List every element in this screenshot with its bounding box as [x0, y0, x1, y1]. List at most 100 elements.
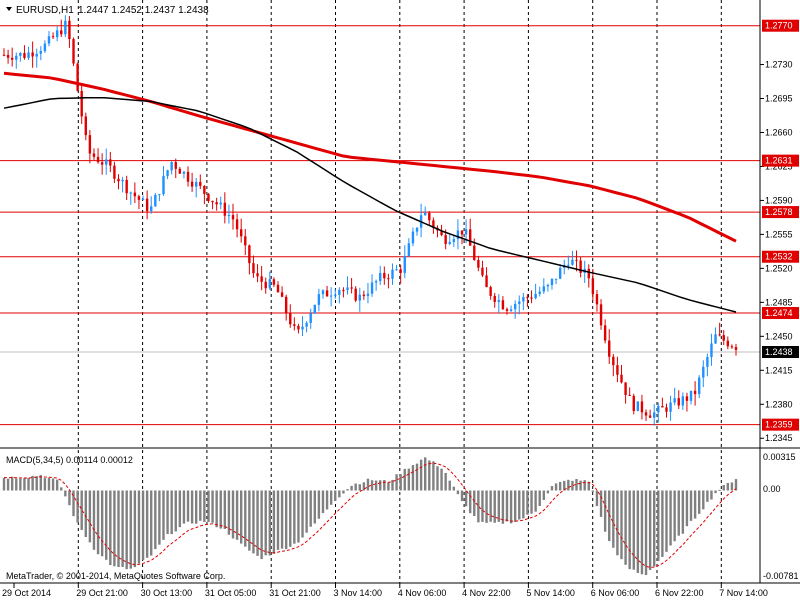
macd-bar — [653, 490, 656, 567]
candle-body — [354, 288, 357, 301]
candle-body — [60, 30, 63, 35]
macd-bar — [84, 490, 87, 538]
candle-body — [190, 181, 194, 187]
macd-bar — [554, 483, 558, 491]
ma-slow-line — [3, 71, 737, 243]
macd-bar — [207, 490, 210, 522]
price-tick-label: 1.2380 — [765, 399, 793, 409]
candle-body — [113, 165, 116, 179]
macd-bar — [317, 490, 321, 519]
candle-body — [76, 63, 79, 91]
macd-bar — [718, 489, 721, 491]
macd-bar — [644, 490, 648, 576]
macd-bar — [620, 490, 623, 560]
macd-bar — [493, 490, 496, 523]
macd-bar — [370, 480, 374, 491]
macd-bar — [673, 490, 676, 542]
macd-bar — [722, 485, 725, 491]
macd-bar — [665, 490, 668, 552]
macd-bar — [215, 490, 218, 528]
macd-bar — [379, 480, 382, 491]
candle-body — [10, 57, 14, 60]
time-label: 30 Oct 13:00 — [141, 588, 193, 598]
candle-body — [178, 168, 182, 174]
price-tick-label: 1.2485 — [765, 297, 793, 307]
macd-bar — [518, 490, 521, 520]
macd-bar — [391, 479, 394, 491]
candle-body — [129, 192, 132, 194]
level-label: 1.2359 — [765, 420, 793, 430]
macd-bar — [657, 490, 660, 562]
macd-bar — [599, 490, 603, 517]
candle-body — [309, 313, 312, 323]
macd-bar — [27, 477, 30, 491]
candle-body — [726, 340, 730, 347]
candle-body — [268, 279, 272, 289]
candle-body — [706, 357, 709, 367]
candle-body — [158, 194, 161, 196]
copyright-text: MetaTrader, © 2001-2014, MetaQuotes Soft… — [6, 571, 225, 581]
macd-bar — [424, 457, 427, 491]
macd-bar — [522, 490, 525, 519]
price-tick-label: 1.2345 — [765, 433, 793, 443]
macd-bar — [158, 490, 161, 545]
macd-bar — [693, 490, 697, 519]
candle-body — [550, 278, 554, 285]
macd-bar — [272, 490, 276, 554]
macd-bar — [51, 478, 55, 491]
macd-bar — [456, 490, 460, 495]
macd-bar — [223, 490, 227, 529]
macd-axis-bottom: -0.00781 — [763, 571, 799, 581]
candle-body — [513, 303, 517, 310]
macd-bar — [383, 480, 386, 491]
candle-body — [444, 235, 447, 244]
current-price-label: 1.2438 — [765, 347, 793, 357]
candle-body — [92, 153, 96, 157]
macd-bar — [195, 490, 198, 524]
macd-bar — [399, 474, 402, 491]
candle-body — [403, 255, 406, 273]
triangle-down-icon[interactable] — [6, 7, 12, 11]
macd-bar — [346, 489, 349, 491]
candle-body — [133, 192, 137, 197]
macd-bar — [342, 490, 345, 494]
candle-body — [599, 304, 603, 326]
macd-bar — [219, 490, 222, 529]
macd-bar — [268, 490, 272, 556]
candle-body — [522, 297, 525, 302]
candle-body — [121, 179, 124, 182]
time-label: 7 Nov 14:00 — [719, 588, 768, 598]
macd-bar — [473, 490, 476, 516]
macd-bar — [734, 479, 738, 491]
macd-bar — [137, 490, 141, 564]
candle-body — [207, 193, 210, 201]
candle-body — [223, 202, 227, 216]
macd-bar — [468, 490, 472, 514]
candle-body — [722, 335, 725, 341]
candle-body — [96, 156, 100, 163]
macd-label: MACD(5,34,5) 0.00114 0.00012 — [6, 455, 133, 465]
candle-body — [154, 194, 157, 207]
price-tick-label: 1.2590 — [765, 195, 793, 205]
candle-body — [186, 171, 190, 182]
macd-bar — [395, 474, 398, 491]
candle-body — [68, 20, 71, 40]
candle-body — [150, 206, 153, 212]
time-label: 31 Oct 21:00 — [269, 588, 321, 598]
macd-bar — [710, 490, 713, 500]
macd-bar — [350, 485, 353, 491]
candle-body — [141, 198, 145, 200]
macd-bar — [354, 483, 357, 491]
candle-body — [272, 279, 276, 285]
candle-body — [591, 278, 595, 295]
candle-body — [415, 227, 419, 232]
candle-body — [227, 215, 231, 217]
macd-bar — [534, 490, 537, 512]
candle-body — [383, 272, 386, 279]
time-label: 29 Oct 21:00 — [76, 588, 128, 598]
candle-body — [182, 171, 186, 174]
macd-bar — [509, 490, 513, 524]
candle-body — [334, 294, 337, 296]
level-label: 1.2474 — [765, 308, 793, 318]
